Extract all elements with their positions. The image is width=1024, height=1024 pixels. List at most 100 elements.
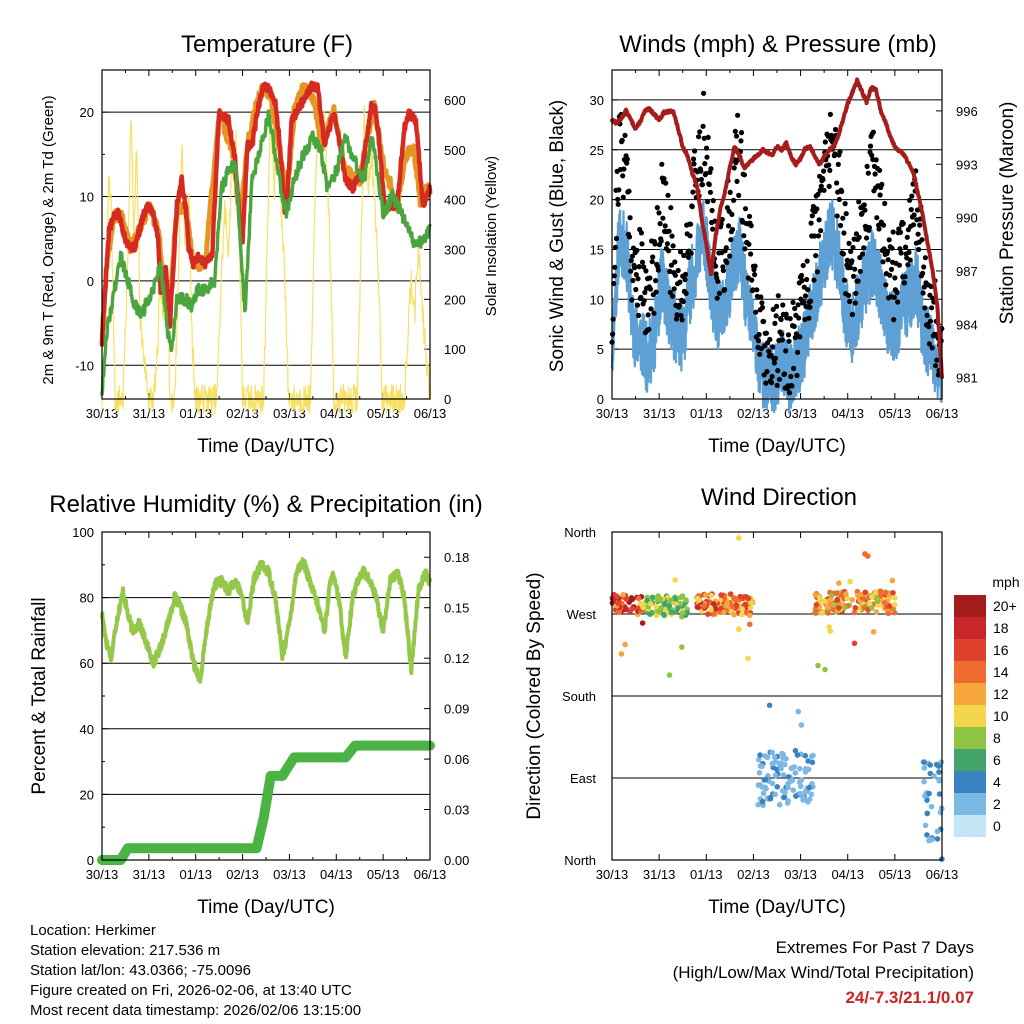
direction-point xyxy=(877,588,884,594)
gust-point xyxy=(877,192,883,198)
direction-point xyxy=(622,641,628,648)
direction-point xyxy=(766,702,773,709)
gust-point xyxy=(841,230,847,236)
direction-point xyxy=(791,764,797,770)
y-tick-label: 40 xyxy=(80,722,94,737)
gust-point xyxy=(775,293,781,299)
gust-point xyxy=(815,233,822,239)
direction-point xyxy=(727,591,734,597)
direction-point xyxy=(843,591,849,597)
legend-label: 2 xyxy=(993,796,1001,812)
gust-point xyxy=(865,170,871,176)
gust-point xyxy=(767,336,773,343)
y-tick-label: East xyxy=(570,771,596,786)
gust-point xyxy=(645,312,651,318)
gust-point xyxy=(736,192,742,198)
y-tick-label: 10 xyxy=(590,292,604,307)
direction-point xyxy=(802,788,809,795)
gust-point xyxy=(670,243,676,249)
x-tick-label: 06/13 xyxy=(926,867,959,882)
gust-point xyxy=(748,251,754,257)
direction-point xyxy=(774,784,781,790)
gust-point xyxy=(888,266,895,272)
gust-point xyxy=(897,246,903,252)
direction-point xyxy=(735,535,742,541)
direction-point xyxy=(776,801,783,808)
gust-point xyxy=(629,297,635,303)
gust-point xyxy=(915,231,921,237)
gust-point xyxy=(856,199,862,205)
y-axis-label: 2m & 9m T (Red, Orange) & 2m Td (Green) xyxy=(40,95,57,384)
direction-point xyxy=(708,592,714,599)
gust-point xyxy=(673,316,680,322)
direction-point xyxy=(812,592,819,598)
direction-point xyxy=(924,832,930,838)
direction-point xyxy=(748,600,754,606)
gust-point xyxy=(852,300,858,306)
gust-point xyxy=(689,204,695,210)
direction-point xyxy=(718,605,724,612)
gust-point xyxy=(699,182,706,188)
gust-point xyxy=(773,313,779,319)
chart-title: Temperature (F) xyxy=(181,31,353,58)
direction-point xyxy=(802,752,808,759)
gust-point xyxy=(892,275,898,281)
x-tick-label: 30/13 xyxy=(86,406,119,421)
direction-point xyxy=(771,754,778,761)
gust-point xyxy=(797,334,803,340)
direction-point xyxy=(705,611,711,617)
direction-point xyxy=(667,597,674,603)
y2-tick-label: 0.12 xyxy=(444,651,469,666)
x-tick-label: 02/13 xyxy=(226,406,259,421)
gust-point xyxy=(778,316,784,323)
station-info: Location: Herkimer Station elevation: 21… xyxy=(30,921,361,1021)
direction-point xyxy=(849,597,856,603)
direction-point xyxy=(628,595,635,601)
direction-point xyxy=(847,578,853,585)
direction-point xyxy=(683,597,689,603)
gust-point xyxy=(657,221,663,227)
gust-point xyxy=(929,305,935,311)
gust-point xyxy=(851,273,857,279)
direction-point xyxy=(936,769,942,775)
gust-point xyxy=(870,129,877,135)
gust-point xyxy=(656,210,662,216)
gust-point xyxy=(629,253,636,259)
legend-label: 16 xyxy=(993,642,1009,658)
gust-point xyxy=(750,287,756,293)
gust-point xyxy=(742,246,748,252)
direction-point xyxy=(668,609,675,615)
direction-point xyxy=(733,602,740,609)
direction-point xyxy=(679,610,686,616)
gust-point xyxy=(903,244,909,250)
direction-point xyxy=(836,580,842,586)
gust-point xyxy=(814,206,820,212)
direction-point xyxy=(712,605,719,612)
gust-point xyxy=(914,207,921,213)
direction-point xyxy=(921,778,927,785)
gust-point xyxy=(886,237,892,243)
y-tick-label: -10 xyxy=(75,358,94,373)
gust-point xyxy=(746,213,753,219)
direction-point xyxy=(769,760,776,767)
direction-point xyxy=(649,594,656,601)
legend-label: 18 xyxy=(993,620,1009,636)
gust-point xyxy=(840,215,846,221)
x-tick-label: 31/13 xyxy=(643,406,676,421)
gust-point xyxy=(917,222,923,228)
gust-point xyxy=(826,162,832,168)
gust-point xyxy=(643,268,649,274)
y2-tick-label: 0.00 xyxy=(444,853,469,868)
gust-point xyxy=(768,352,774,358)
direction-point xyxy=(800,797,806,803)
direction-dots xyxy=(609,535,945,862)
direction-point xyxy=(873,609,880,615)
gust-point xyxy=(727,253,733,259)
y2-tick-label: 0.09 xyxy=(444,702,469,717)
gust-point xyxy=(666,248,672,254)
figure-created: Figure created on Fri, 2026-02-06, at 13… xyxy=(30,982,352,999)
x-tick-label: 03/13 xyxy=(273,867,306,882)
legend-swatch xyxy=(954,793,986,815)
direction-point xyxy=(865,553,871,559)
x-tick-label: 31/13 xyxy=(133,406,166,421)
